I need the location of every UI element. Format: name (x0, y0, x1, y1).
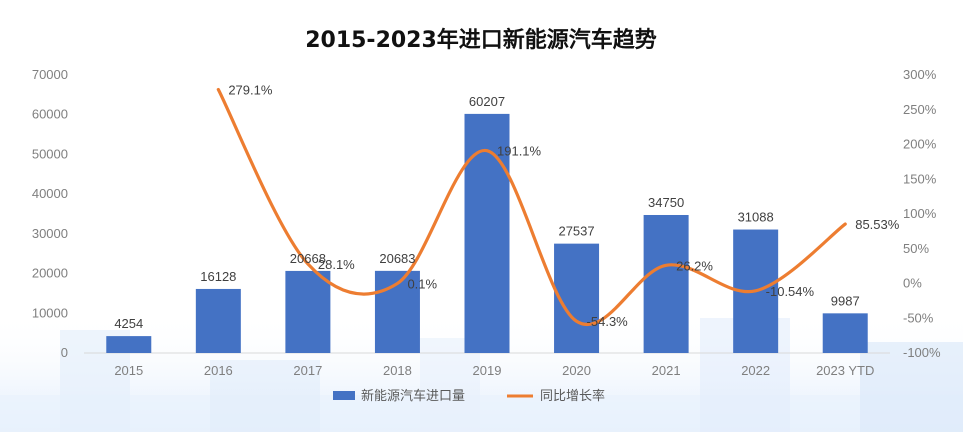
bar-value-label: 34750 (648, 195, 684, 210)
bar-value-label: 27537 (558, 224, 594, 239)
line-point (217, 89, 219, 91)
bar (464, 113, 510, 353)
bar-value-label: 20668 (290, 251, 326, 266)
bar-series (106, 113, 868, 353)
bar (195, 288, 241, 353)
line-value-label: 0.1% (407, 276, 437, 291)
bar-value-label: 31088 (738, 210, 774, 225)
left-tick-label: 40000 (32, 186, 68, 201)
bar (106, 336, 152, 353)
bar (554, 243, 600, 353)
line-value-label: 85.53% (855, 217, 900, 232)
line-point (307, 263, 309, 265)
line-value-label: -10.54% (766, 284, 815, 299)
bar-value-label: 60207 (469, 94, 505, 109)
x-tick-label: 2022 (741, 363, 770, 378)
bar-value-label: 20683 (379, 251, 415, 266)
legend-bar-swatch (333, 391, 355, 400)
bar-data-labels: 4254 16128 20668 20683 60207 27537 34750 31088 9… (114, 94, 859, 331)
right-tick-label: 150% (903, 171, 937, 186)
x-tick-label: 2020 (562, 363, 591, 378)
line-data-labels: 279.1% 28.1% 0.1% 191.1% -54.3% 26.2% -10.54% 8… (228, 83, 899, 330)
x-tick-label: 2021 (652, 363, 681, 378)
left-tick-label: 0 (61, 345, 68, 360)
x-tick-label: 2016 (204, 363, 233, 378)
line-value-label: 26.2% (676, 258, 713, 273)
left-tick-label: 70000 (32, 67, 68, 82)
right-tick-label: 100% (903, 206, 937, 221)
right-tick-label: 200% (903, 137, 937, 152)
line-value-label: 191.1% (497, 144, 542, 159)
legend-bar-label: 新能源汽车进口量 (361, 388, 465, 404)
bar (643, 214, 689, 353)
bar-value-label: 4254 (114, 316, 143, 331)
line-point (576, 320, 578, 322)
bar-value-label: 16128 (200, 269, 236, 284)
left-tick-label: 10000 (32, 305, 68, 320)
chart-title: 2015-2023年进口新能源汽车趋势 (305, 27, 657, 53)
left-tick-label: 60000 (32, 107, 68, 122)
bar (822, 313, 868, 353)
line-point (665, 264, 667, 266)
line-value-label: -54.3% (587, 314, 629, 329)
x-tick-label: 2019 (473, 363, 502, 378)
right-tick-label: 0% (903, 276, 922, 291)
right-tick-label: 300% (903, 67, 937, 82)
right-tick-label: 50% (903, 241, 929, 256)
left-tick-label: 50000 (32, 146, 68, 161)
line-point (396, 282, 398, 284)
left-tick-label: 30000 (32, 226, 68, 241)
bar-value-label: 9987 (831, 293, 860, 308)
bar (285, 270, 331, 353)
right-tick-label: -100% (903, 345, 941, 360)
right-tick-label: 250% (903, 102, 937, 117)
line-series (216, 87, 847, 326)
line-value-label: 28.1% (318, 257, 355, 272)
line-point (755, 290, 757, 292)
x-tick-label: 2023 YTD (816, 363, 874, 378)
left-tick-label: 20000 (32, 266, 68, 281)
right-axis: -100% -50% 0% 50% 100% 150% 200% 250% 300% (903, 67, 941, 360)
right-tick-label: -50% (903, 310, 934, 325)
x-tick-label: 2018 (383, 363, 412, 378)
x-tick-label: 2015 (114, 363, 143, 378)
line-point (486, 150, 488, 152)
x-tick-label: 2017 (293, 363, 322, 378)
legend: 新能源汽车进口量 同比增长率 (333, 388, 605, 404)
left-axis: 0 10000 20000 30000 40000 50000 60000 70000 (32, 67, 68, 360)
line-point (844, 223, 846, 225)
line-value-label: 279.1% (228, 83, 273, 98)
legend-line-label: 同比增长率 (540, 388, 605, 404)
